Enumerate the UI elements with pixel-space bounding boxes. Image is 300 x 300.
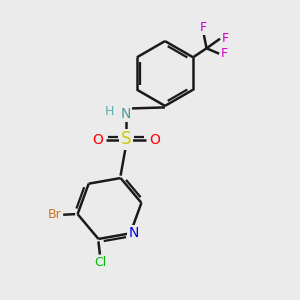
Text: O: O	[92, 133, 103, 146]
Text: Cl: Cl	[94, 256, 106, 268]
Text: H: H	[105, 105, 114, 118]
Text: Br: Br	[48, 208, 62, 221]
Text: N: N	[121, 107, 131, 121]
Text: N: N	[128, 226, 139, 240]
Text: F: F	[222, 32, 229, 45]
Text: S: S	[121, 130, 131, 148]
Text: O: O	[149, 133, 160, 146]
Text: F: F	[221, 47, 228, 60]
Text: F: F	[200, 21, 207, 34]
